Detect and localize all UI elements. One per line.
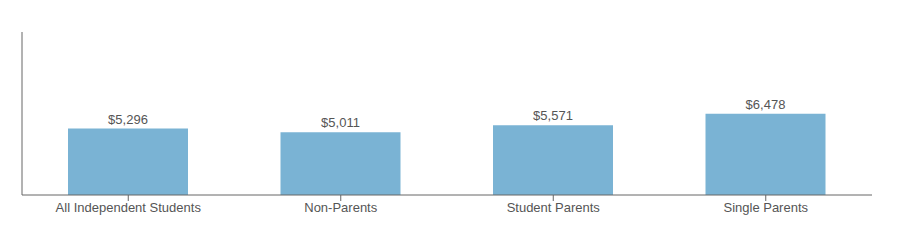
svg-text:All Independent Students: All Independent Students — [56, 200, 202, 215]
svg-text:Non-Parents: Non-Parents — [304, 200, 377, 215]
svg-text:$6,478: $6,478 — [746, 97, 786, 112]
svg-text:$5,571: $5,571 — [533, 108, 573, 123]
svg-text:$5,011: $5,011 — [321, 115, 360, 130]
svg-text:$5,296: $5,296 — [108, 112, 148, 127]
svg-text:Single Parents: Single Parents — [723, 200, 808, 215]
svg-text:Student Parents: Student Parents — [507, 200, 601, 215]
